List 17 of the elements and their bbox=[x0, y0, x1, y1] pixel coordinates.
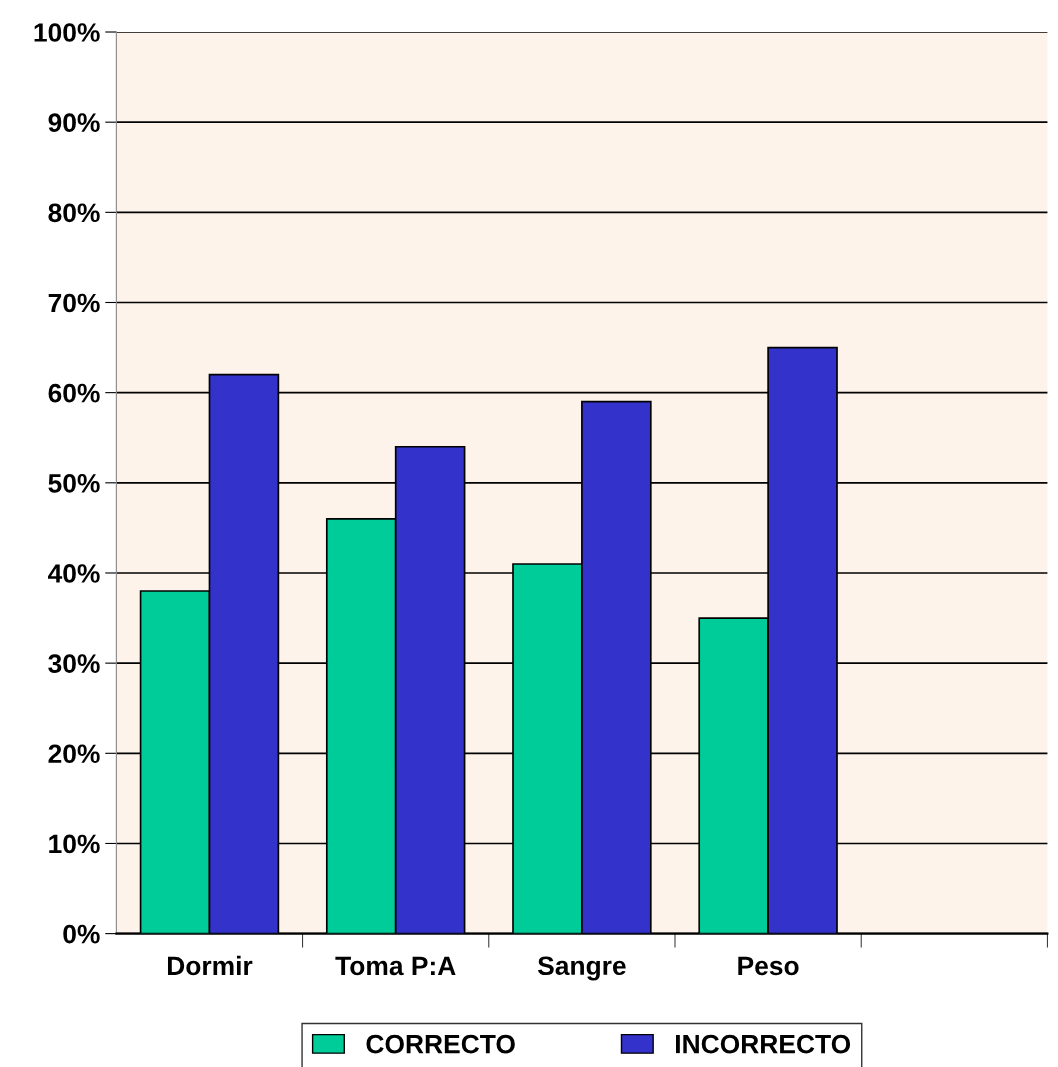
y-tick-label: 0% bbox=[63, 924, 100, 944]
legend-label: INCORRECTO bbox=[676, 1034, 851, 1054]
y-tick-label: 10% bbox=[49, 834, 100, 854]
x-tick-label: Peso bbox=[738, 956, 799, 976]
y-tick-label: 70% bbox=[48, 293, 100, 313]
y-tick-label: 90% bbox=[48, 113, 100, 132]
x-tick-label: Sangre bbox=[537, 956, 626, 981]
y-tick-label: 40% bbox=[47, 564, 100, 583]
y-tick-label: 60% bbox=[48, 383, 100, 403]
y-tick-label: 30% bbox=[48, 654, 100, 673]
x-tick-label: Toma P:A bbox=[335, 956, 456, 976]
y-tick-label: 100% bbox=[34, 23, 100, 42]
x-tick-label: Dormir bbox=[167, 955, 253, 976]
legend-label: CORRECTO bbox=[366, 1034, 515, 1054]
y-tick-label: 20% bbox=[48, 744, 100, 764]
y-tick-label: 50% bbox=[48, 473, 100, 493]
y-tick-label: 80% bbox=[48, 203, 100, 223]
